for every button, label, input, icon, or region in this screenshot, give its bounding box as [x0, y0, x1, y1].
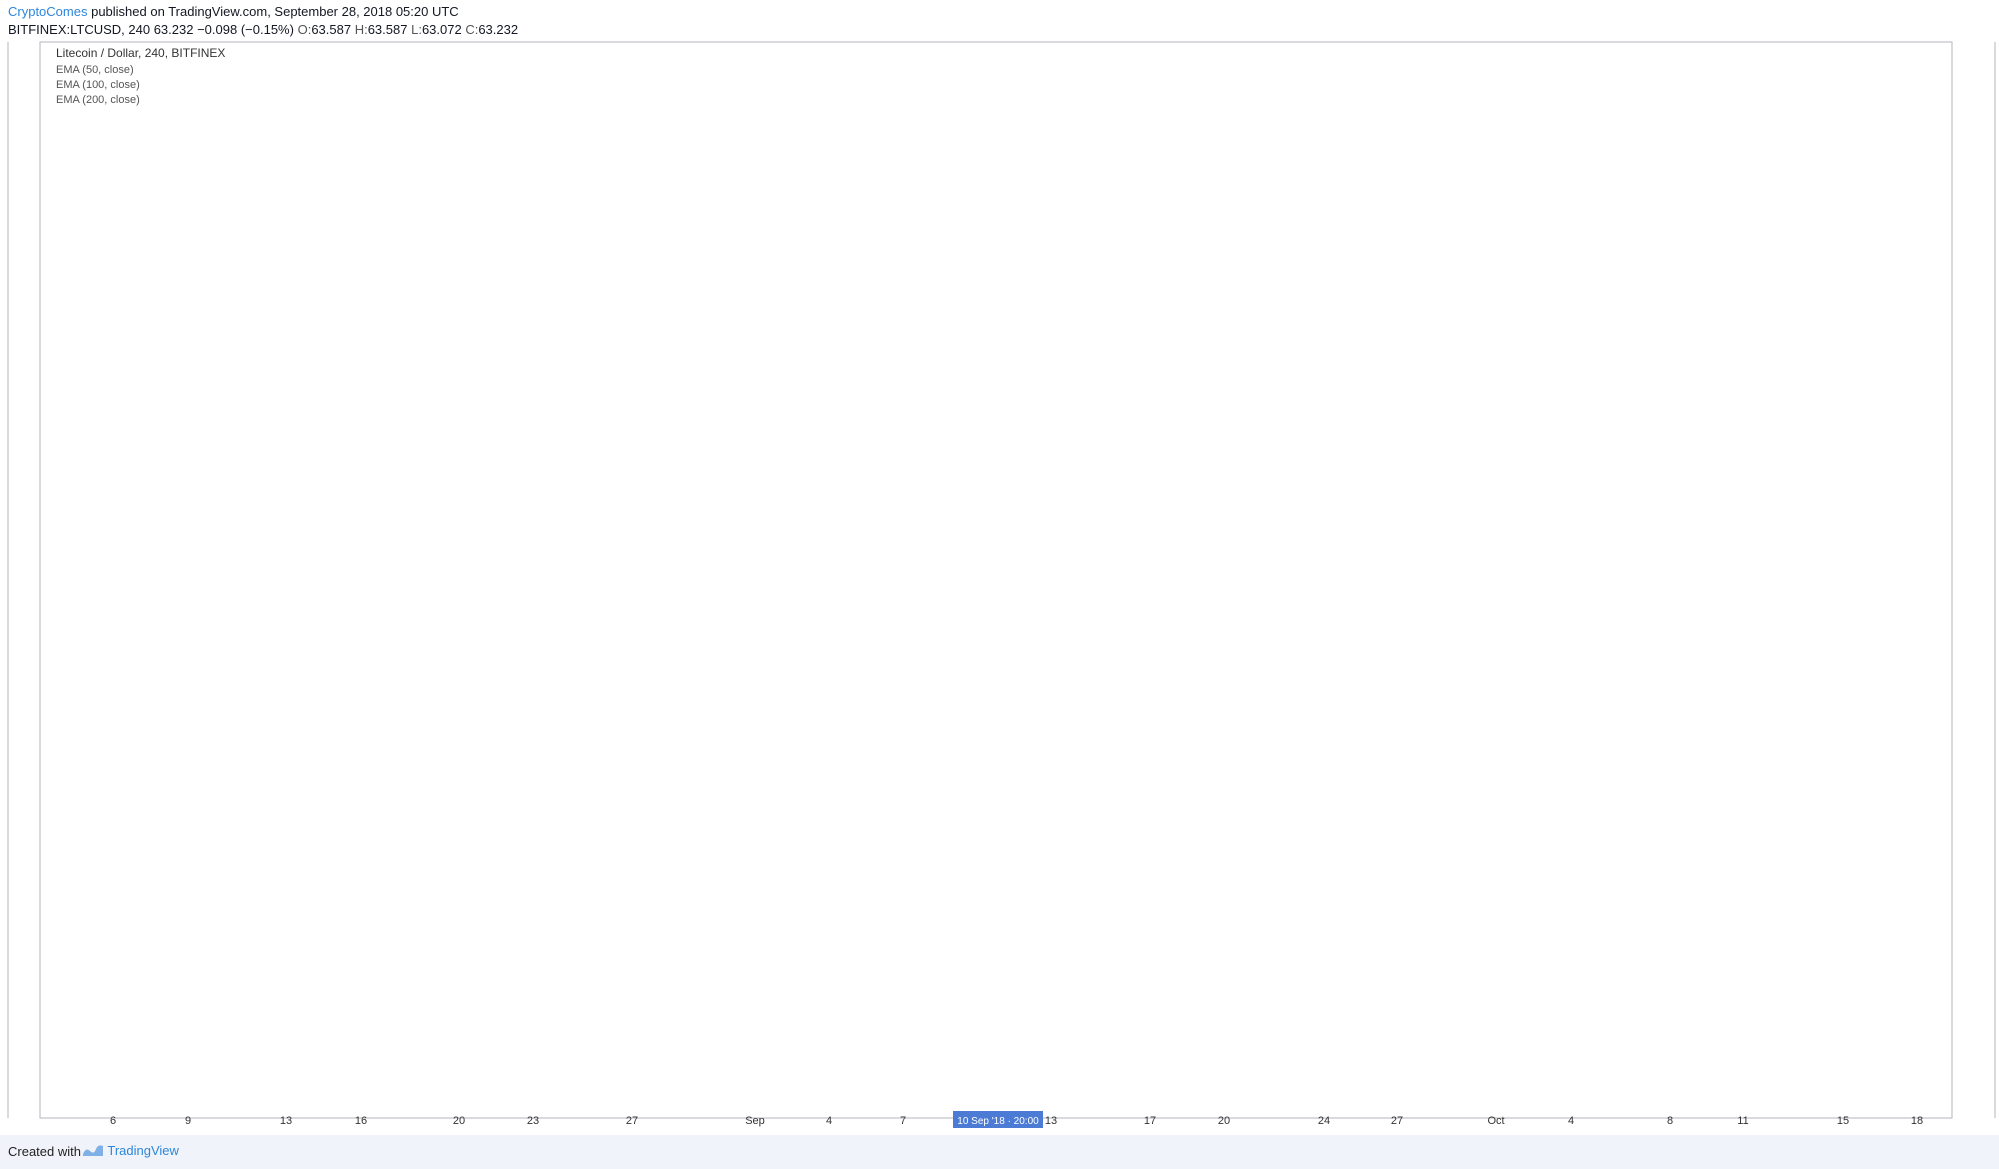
- high-label: H:: [354, 22, 368, 37]
- plot-area: [39, 41, 1953, 1119]
- open-label: O:: [297, 22, 312, 37]
- price-chart[interactable]: 40.00040.00042.00042.00044.00044.00046.0…: [0, 40, 1999, 1135]
- last-price: 63.232: [153, 22, 194, 37]
- x-tick-label: 4: [1568, 1115, 1574, 1127]
- legend-entry: EMA (100, close): [56, 79, 140, 91]
- x-tick-label: 13: [280, 1115, 292, 1127]
- chart-header: CryptoComes published on TradingView.com…: [0, 0, 1999, 40]
- x-tick-label: 27: [626, 1115, 638, 1127]
- close-value: 63.232: [478, 22, 519, 37]
- publish-info: CryptoComes published on TradingView.com…: [8, 4, 459, 19]
- x-tick-label: 24: [1318, 1115, 1330, 1127]
- tradingview-icon: [83, 1145, 103, 1156]
- close-label: C:: [465, 22, 479, 37]
- tradingview-brand: TradingView: [107, 1143, 179, 1158]
- x-tick-label: 15: [1837, 1115, 1849, 1127]
- x-tick-label: 16: [355, 1115, 367, 1127]
- created-with-text: Created with: [8, 1144, 81, 1159]
- symbol-text: BITFINEX:LTCUSD, 240: [8, 22, 151, 37]
- x-tick-label: 4: [826, 1115, 832, 1127]
- x-tick-label: 7: [900, 1115, 906, 1127]
- x-tick-label: 27: [1391, 1115, 1403, 1127]
- chart-legend: Litecoin / Dollar, 240, BITFINEX EMA (50,…: [56, 46, 225, 106]
- tradingview-logo-link[interactable]: TradingView: [82, 1143, 179, 1158]
- x-tick-label: 18: [1911, 1115, 1923, 1127]
- x-tick-label: 11: [1737, 1115, 1748, 1127]
- x-tick-label: 20: [1218, 1115, 1230, 1127]
- time-axis-ticks: 6 9 13 16 20 23 27 Sep 4 7 10 Sep '18 · 20:00 13 17 2…: [110, 1111, 1923, 1128]
- x-tick-label: 17: [1144, 1115, 1156, 1127]
- chart-footer: Created with TradingView: [0, 1135, 1999, 1169]
- crosshair-time-badge: [953, 1111, 1043, 1128]
- chart-title: Litecoin / Dollar, 240, BITFINEX: [56, 46, 225, 60]
- author-link[interactable]: CryptoComes: [8, 4, 88, 19]
- price-change: −0.098 (−0.15%): [197, 22, 294, 37]
- x-tick-label: Oct: [1487, 1115, 1504, 1127]
- published-text: published on TradingView.com, September …: [91, 4, 459, 19]
- open-value: 63.587: [311, 22, 352, 37]
- x-tick-label: 13: [1045, 1115, 1057, 1127]
- x-tick-label: 20: [453, 1115, 465, 1127]
- x-tick-label: 6: [110, 1115, 116, 1127]
- x-tick-label: Sep: [745, 1115, 765, 1127]
- ohlc-line: BITFINEX:LTCUSD, 240 63.232 −0.098 (−0.1…: [8, 22, 518, 37]
- low-value: 63.072: [421, 22, 462, 37]
- legend-entry: EMA (50, close): [56, 64, 134, 76]
- x-tick-label: 9: [185, 1115, 191, 1127]
- low-label: L:: [411, 22, 422, 37]
- high-value: 63.587: [367, 22, 408, 37]
- x-tick-label: 8: [1667, 1115, 1673, 1127]
- x-tick-label: 23: [527, 1115, 539, 1127]
- legend-entry: EMA (200, close): [56, 94, 140, 106]
- crosshair-time-label: 10 Sep '18 · 20:00: [957, 1116, 1039, 1127]
